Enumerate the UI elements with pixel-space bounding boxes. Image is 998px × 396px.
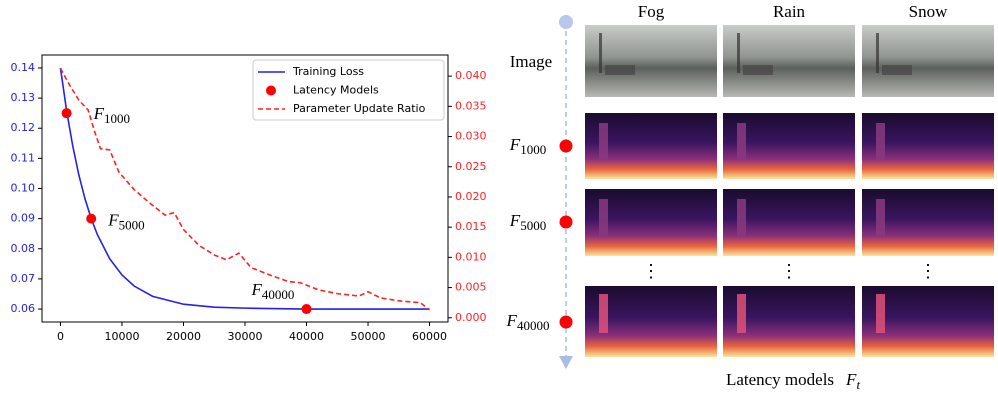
y2-tick-label: 0.020: [455, 190, 487, 203]
photo-pole: [876, 33, 879, 73]
timeline-dot: [559, 315, 573, 329]
caption: Latency models Ft: [726, 370, 861, 392]
row-label-base: F: [506, 311, 518, 330]
row-label-base: F: [509, 135, 521, 154]
depth-object: [599, 123, 608, 160]
y-tick-label: 0.10: [11, 182, 36, 195]
y-tick-label: 0.14: [11, 61, 36, 74]
label-base: F: [93, 104, 105, 123]
legend-label: Parameter Update Ratio: [293, 102, 426, 115]
y2-tick-label: 0.015: [455, 220, 487, 233]
x-tick-label: 60000: [412, 330, 447, 343]
x-tick-label: 30000: [228, 330, 263, 343]
x-tick-label: 0: [57, 330, 64, 343]
ellipsis: ⋮: [642, 261, 660, 281]
label-base: F: [251, 280, 263, 299]
y2-tick-label: 0.005: [455, 281, 487, 294]
row-label-base: Image: [510, 52, 552, 71]
ellipsis: ⋮: [780, 261, 798, 281]
photo-pole: [599, 33, 602, 73]
point-label: F40000: [251, 280, 295, 302]
y2-tick-label: 0.030: [455, 130, 487, 143]
legend-box: [252, 59, 445, 121]
depth-object: [737, 294, 746, 334]
photo-car: [743, 65, 773, 75]
timeline-start: [559, 15, 573, 29]
photo: [723, 25, 855, 97]
y2-tick-label: 0.010: [455, 250, 487, 263]
photo: [862, 25, 994, 97]
row-label-sub: 40000: [517, 318, 550, 333]
depth-object: [876, 294, 885, 334]
y-tick-label: 0.11: [11, 151, 36, 164]
x-tick-label: 40000: [289, 330, 324, 343]
caption-sub: t: [856, 377, 860, 392]
y-tick-label: 0.13: [11, 91, 36, 104]
y2-tick-label: 0.000: [455, 311, 487, 324]
depth-object: [876, 123, 885, 160]
column-header: Snow: [909, 2, 948, 21]
point-label: F1000: [93, 104, 130, 126]
ellipsis: ⋮: [919, 261, 937, 281]
y2-tick-label: 0.035: [455, 99, 487, 112]
photo-car: [882, 65, 912, 75]
latency-point: [86, 213, 97, 224]
timeline-dot: [559, 215, 573, 229]
caption-text: Latency models: [726, 370, 834, 389]
column-header: Fog: [638, 2, 665, 21]
legend-label: Latency Models: [293, 84, 379, 97]
x-tick-label: 20000: [166, 330, 201, 343]
row-label: Image: [510, 52, 552, 71]
photo-car: [605, 65, 635, 75]
loss-line: [59, 67, 430, 310]
y2-tick-label: 0.040: [455, 69, 487, 82]
latency-point: [301, 304, 312, 315]
timeline-dot: [559, 139, 573, 153]
depth-object: [876, 199, 885, 236]
row-label: F1000: [509, 135, 546, 157]
point-label: F5000: [107, 211, 144, 233]
legend-marker: [266, 85, 276, 96]
depth-object: [599, 199, 608, 236]
latency-point: [61, 108, 72, 119]
y-tick-label: 0.08: [11, 242, 36, 255]
legend-label: Training Loss: [292, 65, 364, 78]
column-header: Rain: [773, 2, 806, 21]
label-sub: 1000: [104, 111, 130, 126]
label-sub: 5000: [119, 218, 145, 233]
photo-pole: [737, 33, 740, 73]
x-tick-label: 10000: [104, 330, 139, 343]
depth-object: [737, 199, 746, 236]
row-label: F40000: [506, 311, 550, 333]
y-tick-label: 0.07: [11, 272, 36, 285]
label-sub: 40000: [262, 287, 295, 302]
y-tick-label: 0.12: [11, 121, 36, 134]
row-label-sub: 5000: [520, 218, 546, 233]
row-label-base: F: [509, 211, 521, 230]
timeline-arrow: [559, 356, 573, 369]
depth-object: [599, 294, 608, 334]
depth-object: [737, 123, 746, 160]
y2-tick-label: 0.025: [455, 160, 487, 173]
y-tick-label: 0.09: [11, 212, 36, 225]
row-label: F5000: [509, 211, 546, 233]
x-tick-label: 50000: [351, 330, 386, 343]
label-base: F: [107, 211, 119, 230]
caption-base: F: [845, 370, 857, 389]
y-tick-label: 0.06: [11, 302, 36, 315]
photo: [585, 25, 717, 97]
ratio-line: [59, 67, 431, 311]
row-label-sub: 1000: [520, 142, 546, 157]
